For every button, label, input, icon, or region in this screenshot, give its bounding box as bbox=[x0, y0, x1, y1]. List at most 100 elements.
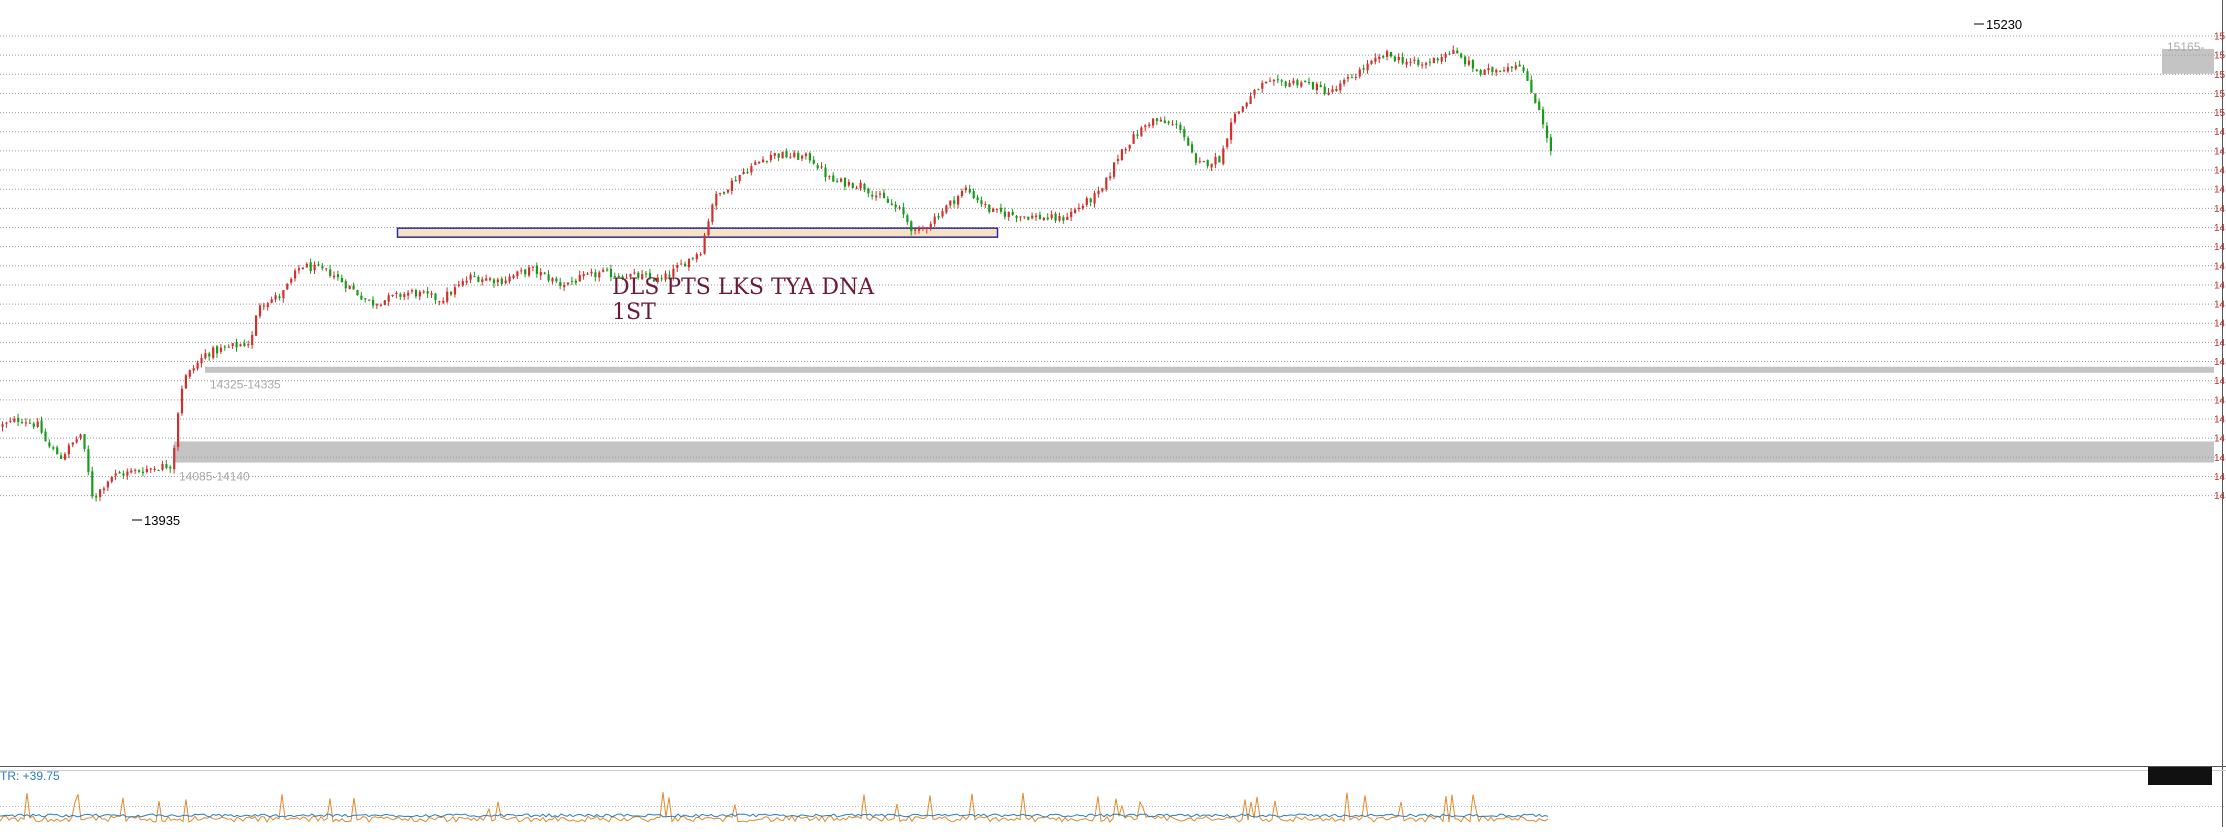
candle bbox=[684, 261, 687, 267]
candle bbox=[1050, 210, 1053, 220]
price-axis-tick-label: 15 bbox=[2214, 31, 2226, 42]
candle-body bbox=[1042, 217, 1045, 220]
candle bbox=[1378, 53, 1381, 64]
candle-body bbox=[812, 159, 815, 164]
candle bbox=[239, 343, 242, 347]
price-axis-tick-label: 14 bbox=[2214, 453, 2226, 464]
candle bbox=[1425, 61, 1428, 69]
candle-body bbox=[1167, 121, 1170, 124]
candle bbox=[118, 470, 121, 474]
candle-body bbox=[329, 269, 332, 276]
candle bbox=[1327, 87, 1330, 96]
candle-body bbox=[305, 263, 308, 268]
candle-body bbox=[1421, 64, 1424, 66]
candle-body bbox=[765, 160, 769, 162]
candle bbox=[586, 271, 589, 275]
candle bbox=[149, 467, 152, 474]
candle bbox=[309, 258, 312, 274]
candle-body bbox=[1315, 83, 1318, 91]
candle-body bbox=[1276, 79, 1279, 81]
candle-body bbox=[461, 281, 464, 286]
high-marker-label: 15230 bbox=[1986, 17, 2022, 32]
candle-body bbox=[465, 280, 468, 283]
candle bbox=[1089, 197, 1092, 207]
candle bbox=[535, 262, 538, 278]
candle-body bbox=[1280, 80, 1283, 82]
candle bbox=[71, 442, 74, 448]
candle bbox=[976, 194, 979, 203]
annotation-text: DLS PTS LKS TYA DNA bbox=[612, 275, 875, 300]
candle bbox=[430, 290, 433, 299]
candle bbox=[1140, 126, 1143, 137]
support-zone bbox=[2162, 48, 2214, 74]
candle-body bbox=[847, 181, 850, 186]
candle bbox=[1518, 60, 1521, 67]
candle-body bbox=[1144, 125, 1147, 128]
candle bbox=[177, 411, 180, 451]
candle bbox=[1179, 122, 1182, 134]
candle bbox=[777, 153, 780, 162]
candle bbox=[379, 303, 382, 307]
candle-body bbox=[1288, 82, 1291, 87]
candle bbox=[660, 274, 663, 282]
candle-body bbox=[290, 279, 293, 283]
candle-body bbox=[789, 156, 792, 158]
candle bbox=[1331, 85, 1334, 94]
candle-body bbox=[372, 300, 375, 306]
candle-body bbox=[574, 280, 577, 283]
candle bbox=[1471, 59, 1474, 73]
candle bbox=[539, 267, 542, 280]
candle bbox=[520, 267, 523, 275]
candle-body bbox=[551, 278, 554, 282]
candle bbox=[863, 182, 866, 193]
candle bbox=[606, 267, 609, 272]
candle-body bbox=[196, 362, 199, 369]
indicator-layer: TR: +39.75 bbox=[0, 767, 2226, 823]
candle-body bbox=[60, 455, 63, 459]
candle-body bbox=[1269, 80, 1272, 82]
candle bbox=[1323, 83, 1326, 96]
candle bbox=[851, 182, 854, 189]
candle-body bbox=[1510, 66, 1513, 69]
candle bbox=[1019, 216, 1022, 222]
candle bbox=[403, 291, 406, 300]
candle bbox=[1031, 212, 1034, 220]
candle-body bbox=[99, 489, 102, 497]
candle bbox=[847, 179, 850, 188]
candle bbox=[1522, 64, 1525, 73]
candle-body bbox=[843, 177, 847, 187]
candle bbox=[231, 343, 234, 350]
candle-body bbox=[996, 208, 999, 210]
candle-body bbox=[469, 274, 472, 280]
candle-body bbox=[984, 204, 987, 206]
candle bbox=[489, 276, 492, 282]
candle-body bbox=[1542, 109, 1545, 125]
candle-body bbox=[44, 431, 47, 442]
atr-average-line bbox=[0, 813, 1549, 818]
candle-body bbox=[1495, 69, 1498, 73]
candle bbox=[902, 202, 905, 219]
candle-body bbox=[972, 191, 975, 199]
candle bbox=[992, 207, 995, 213]
candle-body bbox=[1265, 81, 1268, 84]
candle bbox=[1163, 116, 1166, 124]
candle bbox=[372, 296, 375, 309]
candle-body bbox=[344, 281, 347, 289]
candle bbox=[808, 151, 811, 164]
candle-body bbox=[192, 368, 195, 371]
labels-layer: 14085-14140 14325-14335 15165- DLS PTS LKS … bbox=[132, 17, 2226, 528]
candle bbox=[1479, 68, 1482, 77]
candle-body bbox=[1545, 125, 1549, 139]
candle bbox=[617, 273, 620, 279]
candle-body bbox=[266, 303, 269, 308]
candle bbox=[1530, 75, 1533, 94]
candle-body bbox=[1518, 64, 1521, 67]
candle-body bbox=[157, 470, 160, 472]
candle-body bbox=[1339, 83, 1342, 91]
candle-body bbox=[1538, 101, 1541, 111]
candle bbox=[996, 208, 999, 213]
candle bbox=[1007, 211, 1010, 221]
candle bbox=[1495, 68, 1498, 76]
candle-body bbox=[141, 471, 145, 474]
